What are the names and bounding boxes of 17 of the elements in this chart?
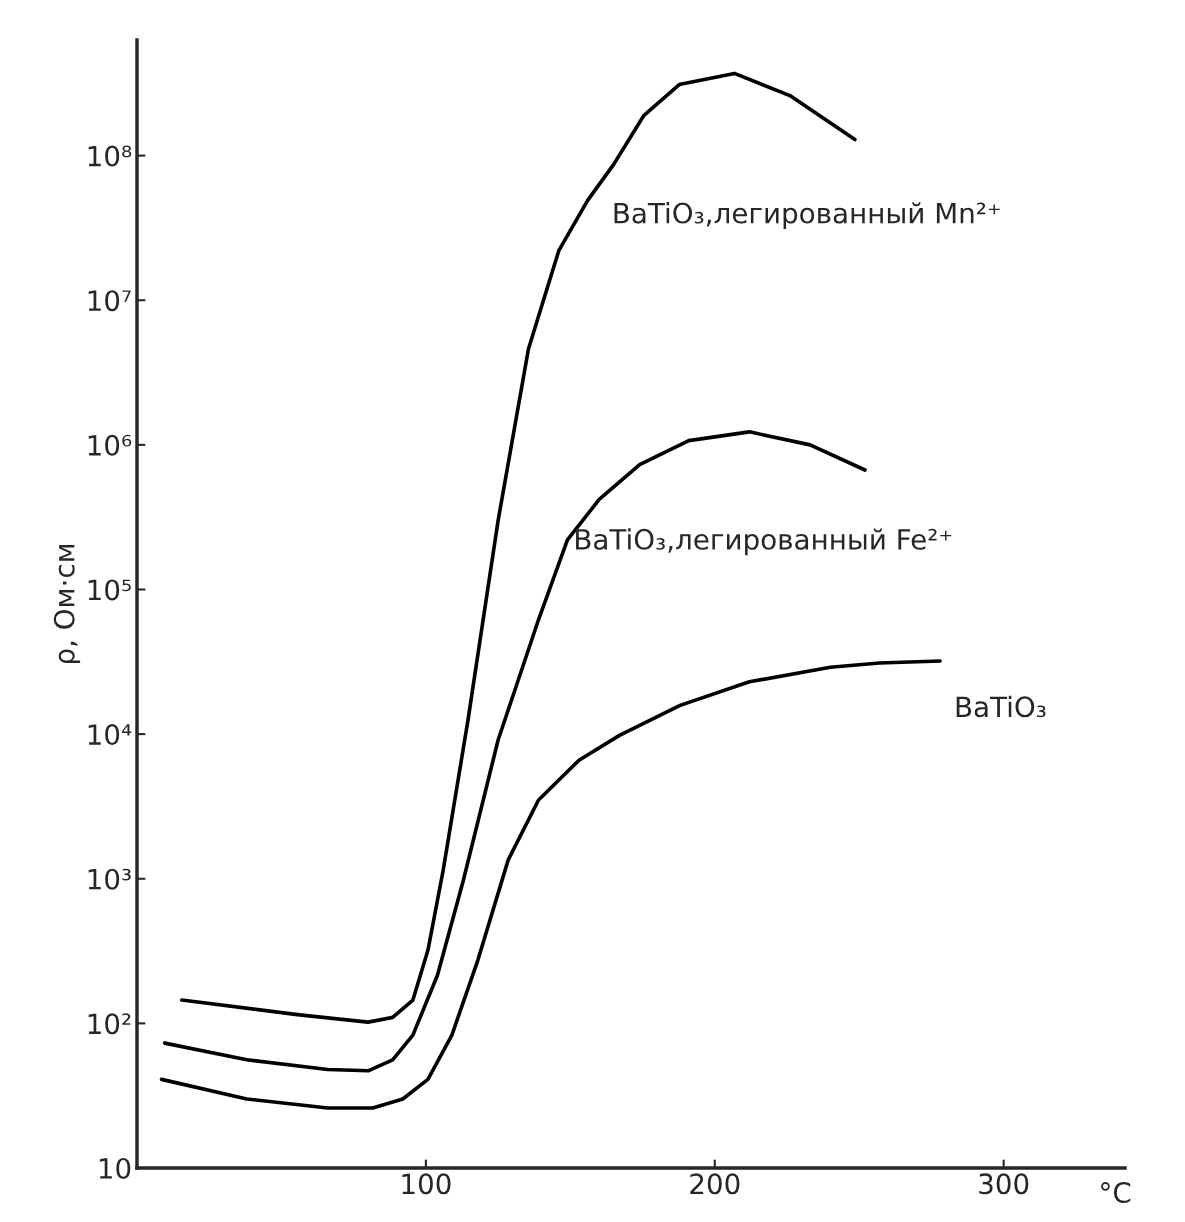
y-tick-label: 10 xyxy=(99,1157,131,1179)
y-axis-title: ρ, Ом·см xyxy=(53,544,81,664)
series-label: BaTiO₃,легированный Mn²⁺ xyxy=(614,202,1000,229)
series-label: BaTiO₃,легированный Fe²⁺ xyxy=(576,528,952,556)
line-series xyxy=(159,659,942,1110)
y-tick-label: 10⁶ xyxy=(88,434,132,456)
series-label: BaTiO₃ xyxy=(956,695,1046,718)
y-tick-label: 10⁵ xyxy=(88,579,131,601)
y-tick-label: 10⁷ xyxy=(88,290,131,312)
y-tick-label: 10³ xyxy=(88,868,131,890)
x-tick-label: 100 xyxy=(402,1173,451,1195)
y-tick-label: 10⁴ xyxy=(88,724,132,746)
x-tick-label: 300 xyxy=(979,1173,1029,1195)
x-axis-title: °C xyxy=(1101,1182,1131,1204)
x-tick-label: 200 xyxy=(690,1173,740,1195)
y-tick-label: 10² xyxy=(88,1013,131,1035)
y-tick-label: 10⁸ xyxy=(88,145,132,167)
